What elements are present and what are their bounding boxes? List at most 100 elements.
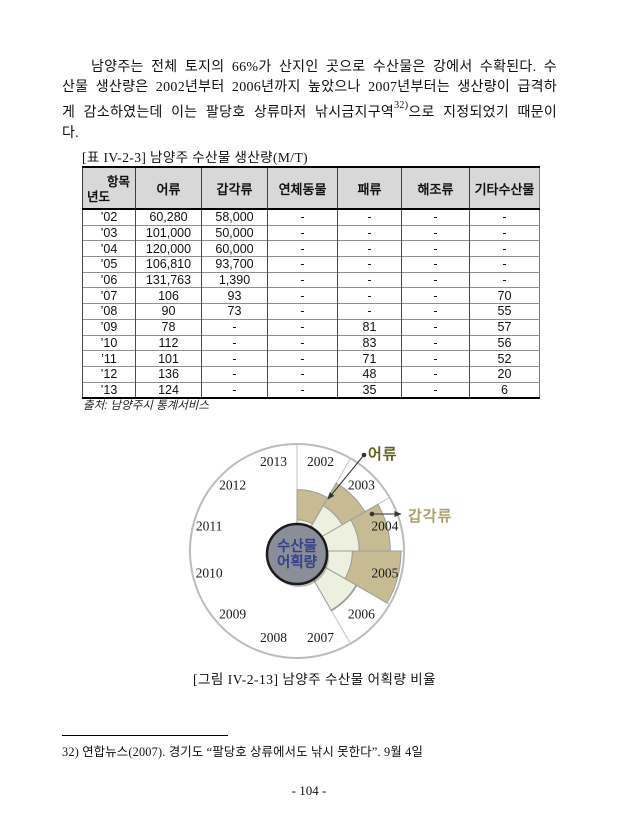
data-cell: 81: [337, 318, 402, 335]
corner-cell: 항목 년도: [82, 167, 136, 210]
table-row: ’05 106,810 93,700- - - -: [82, 256, 540, 273]
data-cell: 55: [469, 303, 540, 320]
data-cell: -: [267, 224, 338, 241]
data-cell: -: [469, 224, 540, 241]
column-header: 어류: [135, 167, 202, 210]
data-cell: 70: [469, 287, 540, 304]
data-cell: 6: [469, 381, 540, 399]
fish-leader-dot: [361, 452, 367, 458]
sector-guide-line: [296, 497, 390, 552]
year-cell: ’09: [82, 318, 136, 335]
year-cell: ’08: [82, 303, 136, 320]
year-label: 2002: [307, 454, 334, 469]
data-cell: 78: [135, 318, 202, 335]
page-number: - 104 -: [291, 783, 327, 798]
rose-wedge-crustacean: [350, 503, 391, 552]
paragraph-text: 남양주는 전체 토지의 66%가 산지인 곳으로 수산물은 강에서 수확된다. …: [62, 60, 557, 121]
rose-wedge-crustacean: [344, 550, 402, 604]
rose-wedge-crustacean: [322, 482, 366, 526]
year-label: 2009: [219, 606, 246, 621]
figure-caption: [그림 IV-2-13] 남양주 수산물 어획량 비율: [193, 672, 437, 687]
table-header: 항목 년도 어류 갑각류 연체동물 패류 해조류 기타수산물: [82, 167, 540, 210]
source-note: 출처: 남양주시 통계서비스: [83, 400, 209, 412]
data-cell: -: [267, 256, 338, 273]
center-circle-shadow: [269, 527, 329, 587]
table-row: ’03 101,000 50,000- - - -: [82, 224, 540, 241]
data-cell: -: [401, 365, 470, 383]
rose-wedge-fish: [296, 519, 360, 552]
column-header: 패류: [337, 167, 402, 210]
year-label: 2007: [307, 630, 334, 645]
data-cell: 56: [469, 334, 540, 351]
series-label-crustacean: 갑각류: [408, 508, 453, 525]
table-header-row: 항목 년도 어류 갑각류 연체동물 패류 해조류 기타수산물: [82, 167, 540, 210]
crustacean-leader-dot: [369, 511, 375, 517]
center-circle: [265, 522, 329, 586]
table-row: ’10 112- -83-56: [82, 334, 540, 351]
fish-leader-line: [327, 454, 365, 500]
table-row: ’08 90 73- - -55: [82, 303, 540, 320]
column-header: 갑각류: [201, 167, 268, 210]
data-cell: 106: [135, 287, 202, 304]
year-label: 2005: [371, 566, 398, 581]
year-cell: ’10: [82, 334, 136, 351]
data-cell: 50,000: [201, 224, 268, 241]
table-row: ’06 131,763 1,390- - - -: [82, 271, 540, 288]
table-row: ’13 124- -35-6: [82, 381, 540, 399]
data-cell: -: [469, 240, 540, 257]
column-header: 기타수산물: [469, 167, 540, 210]
data-cell: 120,000: [135, 240, 202, 257]
column-header: 해조류: [401, 167, 470, 210]
data-cell: -: [201, 381, 268, 399]
data-cell: -: [267, 350, 338, 367]
sector-guide-line: [296, 550, 351, 644]
data-cell: -: [401, 240, 470, 257]
data-cell: -: [469, 271, 540, 288]
data-cell: -: [201, 365, 268, 383]
data-cell: 60,000: [201, 240, 268, 257]
data-cell: -: [337, 224, 402, 241]
year-cell: ’05: [82, 256, 136, 273]
year-label: 2004: [371, 519, 398, 534]
table-caption: [표 IV-2-3] 남양주 수산물 생산량(M/T): [82, 150, 308, 165]
data-cell: -: [337, 303, 402, 320]
data-cell: -: [267, 334, 338, 351]
sector-guide-line: [296, 550, 390, 605]
data-cell: -: [401, 287, 470, 304]
year-label: 2012: [219, 478, 246, 493]
data-cell: 93: [201, 287, 268, 304]
data-cell: 124: [135, 381, 202, 399]
rose-wedge-fish: [296, 550, 357, 611]
year-label: 2006: [348, 606, 375, 621]
data-cell: -: [267, 381, 338, 399]
data-cell: -: [401, 224, 470, 241]
table-row: ’12 136- -48-20: [82, 365, 540, 383]
outer-ring: [189, 443, 405, 659]
data-cell: -: [401, 303, 470, 320]
table-row: ’09 78- -81-57: [82, 318, 540, 335]
production-table: 항목 년도 어류 갑각류 연체동물 패류 해조류 기타수산물 ’02 60,280 58,00…: [82, 166, 540, 400]
corner-label-item: 항목: [106, 175, 130, 189]
center-label-line: 어획량: [277, 553, 318, 571]
data-cell: -: [201, 318, 268, 335]
data-cell: -: [267, 240, 338, 257]
data-cell: -: [401, 381, 470, 399]
table-row: ’07 106 93- - -70: [82, 287, 540, 304]
year-label: 2008: [260, 630, 287, 645]
data-cell: 90: [135, 303, 202, 320]
data-cell: -: [337, 256, 402, 273]
footnote-marker[interactable]: 32): [394, 99, 409, 111]
data-cell: 93,700: [201, 256, 268, 273]
rose-wedge-fish: [296, 550, 353, 580]
data-cell: 73: [201, 303, 268, 320]
data-cell: 106,810: [135, 256, 202, 273]
rose-wedge-fish: [296, 519, 314, 552]
sector-guide-line: [296, 458, 351, 552]
data-cell: 60,280: [135, 208, 202, 226]
data-cell: -: [337, 240, 402, 257]
data-cell: 1,390: [201, 271, 268, 288]
data-cell: -: [337, 287, 402, 304]
rose-wedge-crustacean: [330, 584, 358, 612]
data-cell: 112: [135, 334, 202, 351]
